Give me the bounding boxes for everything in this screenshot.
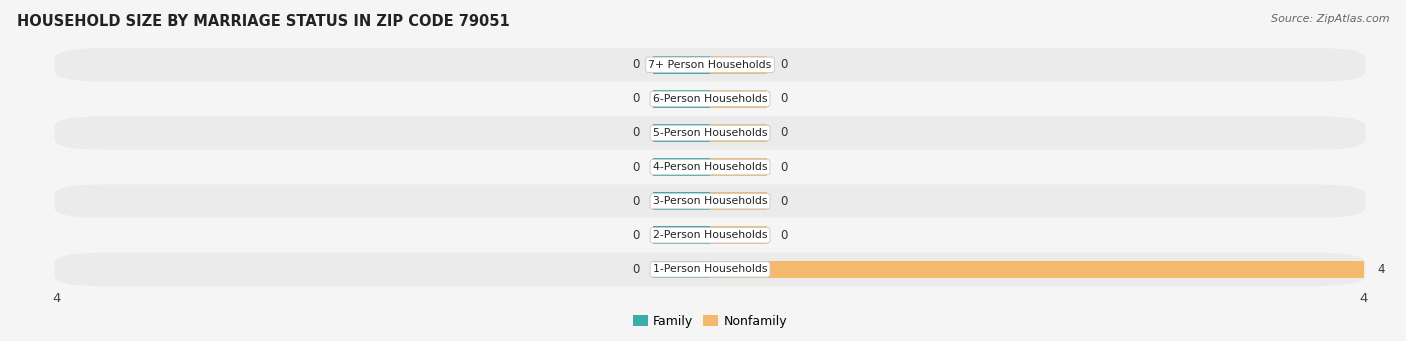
Text: 0: 0	[633, 229, 640, 242]
Bar	[652, 192, 710, 210]
Bar	[652, 90, 710, 108]
FancyBboxPatch shape	[55, 82, 1365, 116]
Text: 6-Person Households: 6-Person Households	[652, 94, 768, 104]
Text: 0: 0	[780, 195, 787, 208]
Text: 4: 4	[1376, 263, 1385, 276]
Text: 0: 0	[780, 92, 787, 105]
Text: 5-Person Households: 5-Person Households	[652, 128, 768, 138]
Text: 0: 0	[780, 58, 787, 71]
FancyBboxPatch shape	[55, 253, 1365, 286]
Text: 0: 0	[633, 92, 640, 105]
FancyBboxPatch shape	[55, 219, 1365, 252]
Bar	[652, 226, 710, 244]
Text: 0: 0	[780, 161, 787, 174]
FancyBboxPatch shape	[55, 48, 1365, 81]
Text: 4-Person Households: 4-Person Households	[652, 162, 768, 172]
Text: 0: 0	[633, 161, 640, 174]
Bar	[710, 124, 768, 142]
Text: 0: 0	[633, 127, 640, 139]
Bar	[710, 90, 768, 108]
Legend: Family, Nonfamily: Family, Nonfamily	[628, 310, 792, 333]
Text: 0: 0	[633, 58, 640, 71]
Text: HOUSEHOLD SIZE BY MARRIAGE STATUS IN ZIP CODE 79051: HOUSEHOLD SIZE BY MARRIAGE STATUS IN ZIP…	[17, 14, 509, 29]
FancyBboxPatch shape	[55, 184, 1365, 218]
Text: 0: 0	[780, 127, 787, 139]
Text: 2-Person Households: 2-Person Households	[652, 230, 768, 240]
Bar	[652, 261, 710, 278]
Bar	[652, 124, 710, 142]
Text: 7+ Person Households: 7+ Person Households	[648, 60, 772, 70]
Text: 0: 0	[633, 195, 640, 208]
Text: 1-Person Households: 1-Person Households	[652, 264, 768, 275]
Bar	[710, 261, 1364, 278]
FancyBboxPatch shape	[55, 150, 1365, 184]
Bar	[652, 158, 710, 176]
Bar	[652, 56, 710, 74]
Text: 3-Person Households: 3-Person Households	[652, 196, 768, 206]
Text: Source: ZipAtlas.com: Source: ZipAtlas.com	[1271, 14, 1389, 24]
Text: 0: 0	[780, 229, 787, 242]
Bar	[710, 192, 768, 210]
Text: 0: 0	[633, 263, 640, 276]
Bar	[710, 158, 768, 176]
FancyBboxPatch shape	[55, 116, 1365, 150]
Bar	[710, 226, 768, 244]
Bar	[710, 56, 768, 74]
